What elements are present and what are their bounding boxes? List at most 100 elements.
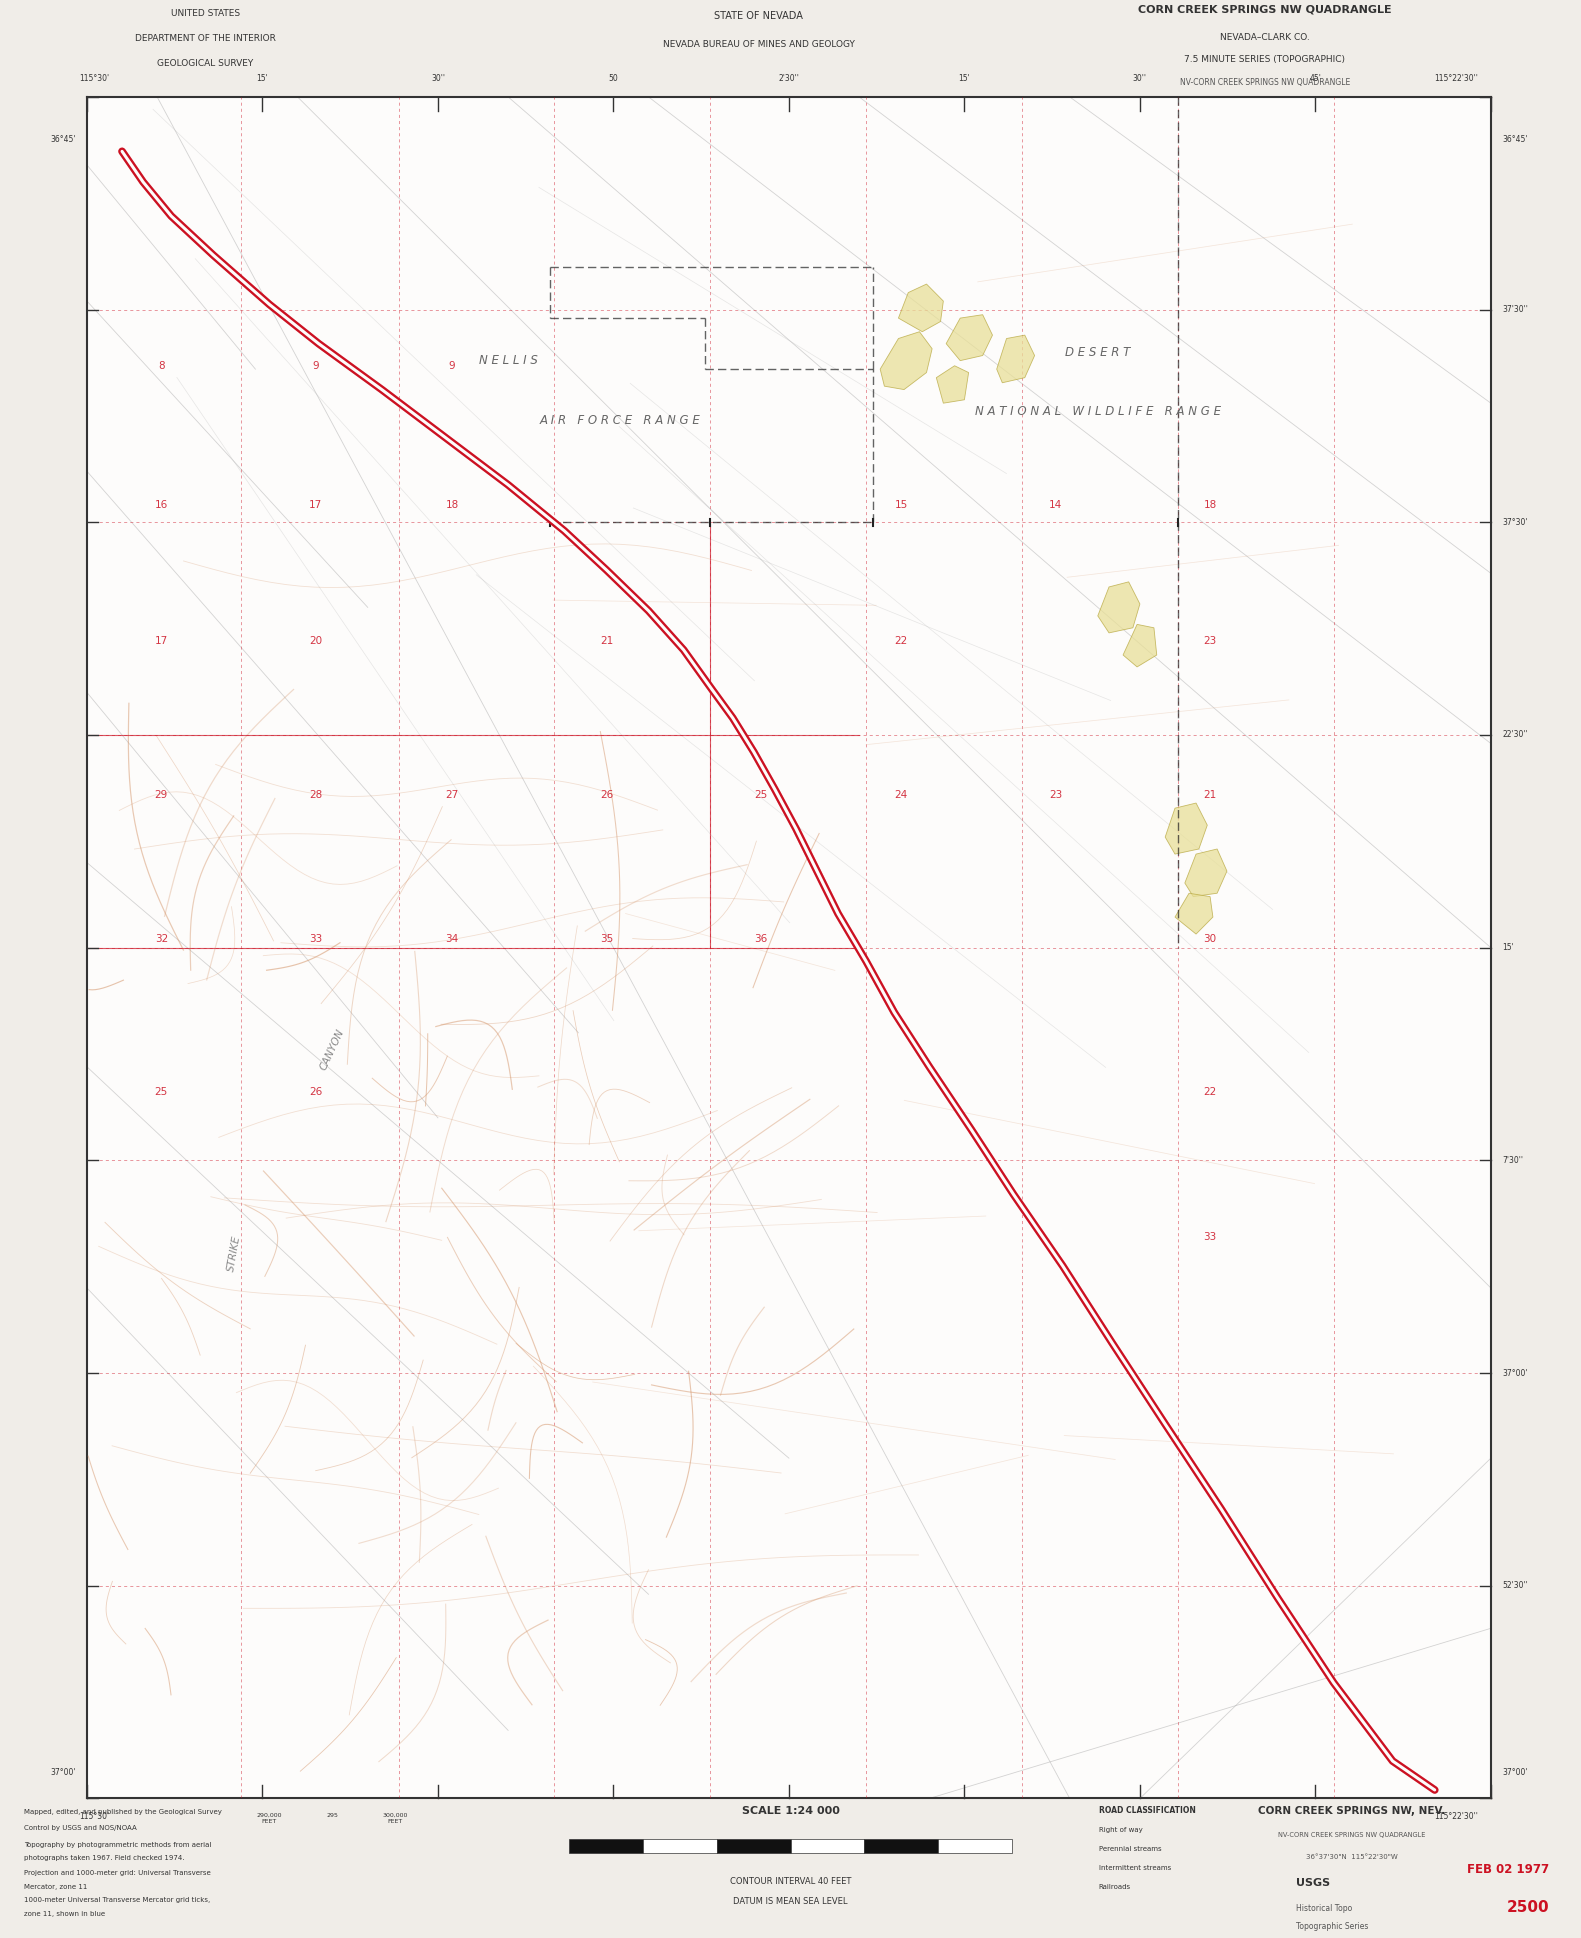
Text: 23: 23 [1203, 636, 1217, 647]
Text: 14: 14 [1050, 500, 1062, 510]
Polygon shape [881, 331, 933, 390]
Text: Topography by photogrammetric methods from aerial: Topography by photogrammetric methods fr… [24, 1841, 212, 1847]
Text: 37°00': 37°00' [1502, 1368, 1527, 1378]
Text: Railroads: Railroads [1099, 1884, 1130, 1890]
Text: 52'30'': 52'30'' [1502, 1581, 1527, 1591]
Text: 18: 18 [1203, 500, 1217, 510]
Text: 37°00': 37°00' [1502, 1769, 1527, 1777]
Text: Right of way: Right of way [1099, 1828, 1143, 1833]
Text: STATE OF NEVADA: STATE OF NEVADA [715, 12, 803, 21]
Text: 37'30'': 37'30'' [1502, 304, 1527, 314]
Text: 21: 21 [599, 636, 613, 647]
Text: 32: 32 [155, 934, 168, 944]
Text: 29: 29 [155, 789, 168, 800]
Text: 34: 34 [446, 934, 458, 944]
Text: 36°45': 36°45' [1502, 136, 1527, 143]
Polygon shape [1097, 581, 1140, 634]
Text: Mapped, edited, and published by the Geological Survey: Mapped, edited, and published by the Geo… [24, 1810, 221, 1816]
Text: 8: 8 [158, 360, 164, 370]
Text: 30'': 30'' [1134, 74, 1146, 83]
Text: NV-CORN CREEK SPRINGS NW QUADRANGLE: NV-CORN CREEK SPRINGS NW QUADRANGLE [1277, 1831, 1426, 1837]
Text: 115°30': 115°30' [79, 74, 109, 83]
Text: NEVADA–CLARK CO.: NEVADA–CLARK CO. [1221, 33, 1309, 43]
Text: 7.5 MINUTE SERIES (TOPOGRAPHIC): 7.5 MINUTE SERIES (TOPOGRAPHIC) [1184, 56, 1345, 64]
Text: 22: 22 [895, 636, 907, 647]
Polygon shape [1184, 849, 1227, 897]
Text: 26: 26 [310, 1087, 323, 1097]
Text: 25: 25 [155, 1087, 168, 1097]
Text: N E L L I S: N E L L I S [479, 355, 538, 366]
Text: 27: 27 [446, 789, 458, 800]
Text: 18: 18 [446, 500, 458, 510]
Text: 22: 22 [1203, 1087, 1217, 1097]
Text: 37°30': 37°30' [1502, 517, 1527, 527]
Text: CANYON: CANYON [319, 1027, 346, 1072]
Text: 22'30'': 22'30'' [1502, 731, 1527, 740]
Text: D E S E R T: D E S E R T [1066, 345, 1130, 359]
Text: N A T I O N A L   W I L D L I F E   R A N G E: N A T I O N A L W I L D L I F E R A N G … [975, 405, 1221, 419]
Bar [938, 1839, 1012, 1853]
Text: SCALE 1:24 000: SCALE 1:24 000 [741, 1806, 840, 1816]
Text: 28: 28 [310, 789, 323, 800]
Text: 33: 33 [1203, 1233, 1217, 1242]
Text: 15': 15' [256, 74, 269, 83]
Text: 9: 9 [313, 360, 319, 370]
Text: 300,000
FEET: 300,000 FEET [383, 1814, 408, 1824]
Text: 17: 17 [310, 500, 323, 510]
Text: Intermittent streams: Intermittent streams [1099, 1864, 1172, 1870]
Text: 33: 33 [310, 934, 323, 944]
Text: 115°30': 115°30' [79, 1812, 109, 1822]
Text: CORN CREEK SPRINGS NW QUADRANGLE: CORN CREEK SPRINGS NW QUADRANGLE [1138, 4, 1391, 14]
Text: zone 11, shown in blue: zone 11, shown in blue [24, 1911, 104, 1917]
Text: 2500: 2500 [1507, 1899, 1549, 1915]
Bar [865, 1839, 938, 1853]
Polygon shape [1165, 802, 1208, 855]
Text: 295: 295 [326, 1814, 338, 1818]
Text: 30: 30 [1203, 934, 1217, 944]
Bar [716, 1839, 790, 1853]
Text: A I R   F O R C E   R A N G E: A I R F O R C E R A N G E [541, 413, 700, 426]
Text: Control by USGS and NOS/NOAA: Control by USGS and NOS/NOAA [24, 1826, 136, 1831]
Text: 17: 17 [155, 636, 168, 647]
Text: Projection and 1000-meter grid: Universal Transverse: Projection and 1000-meter grid: Universa… [24, 1870, 210, 1876]
Text: NEVADA BUREAU OF MINES AND GEOLOGY: NEVADA BUREAU OF MINES AND GEOLOGY [662, 41, 855, 48]
Text: photographs taken 1967. Field checked 1974.: photographs taken 1967. Field checked 19… [24, 1855, 185, 1860]
Text: DEPARTMENT OF THE INTERIOR: DEPARTMENT OF THE INTERIOR [134, 33, 277, 43]
Text: 25: 25 [754, 789, 767, 800]
Text: 15': 15' [1502, 944, 1515, 952]
Text: 35: 35 [599, 934, 613, 944]
Text: Perennial streams: Perennial streams [1099, 1845, 1162, 1851]
Text: 9: 9 [449, 360, 455, 370]
Text: 36: 36 [754, 934, 767, 944]
Text: STRIKE: STRIKE [226, 1235, 242, 1273]
Text: 37°00': 37°00' [51, 1769, 76, 1777]
Text: ROAD CLASSIFICATION: ROAD CLASSIFICATION [1099, 1806, 1195, 1816]
Text: 115°22'30'': 115°22'30'' [1434, 74, 1478, 83]
Text: Topographic Series: Topographic Series [1296, 1922, 1369, 1930]
Polygon shape [1175, 893, 1213, 934]
Bar [569, 1839, 643, 1853]
Text: CONTOUR INTERVAL 40 FEET: CONTOUR INTERVAL 40 FEET [730, 1876, 851, 1886]
Text: 30'': 30'' [432, 74, 444, 83]
Text: 15: 15 [895, 500, 907, 510]
Text: NV-CORN CREEK SPRINGS NW QUADRANGLE: NV-CORN CREEK SPRINGS NW QUADRANGLE [1179, 78, 1350, 87]
Text: 23: 23 [1050, 789, 1062, 800]
Text: 26: 26 [599, 789, 613, 800]
Bar [790, 1839, 865, 1853]
Polygon shape [1123, 624, 1157, 667]
Polygon shape [936, 366, 969, 403]
Text: 20: 20 [310, 636, 323, 647]
Text: 50: 50 [609, 74, 618, 83]
Text: 115°22'30'': 115°22'30'' [1434, 1812, 1478, 1822]
Text: 7'30'': 7'30'' [1502, 1155, 1523, 1165]
Text: CORN CREEK SPRINGS NW, NEV.: CORN CREEK SPRINGS NW, NEV. [1258, 1806, 1445, 1816]
Text: Mercator, zone 11: Mercator, zone 11 [24, 1884, 87, 1890]
Bar [643, 1839, 716, 1853]
Polygon shape [945, 314, 993, 360]
Text: Historical Topo: Historical Topo [1296, 1903, 1353, 1913]
Text: 21: 21 [1203, 789, 1217, 800]
Text: 290,000
FEET: 290,000 FEET [256, 1814, 281, 1824]
Polygon shape [996, 335, 1034, 384]
Text: 16: 16 [155, 500, 168, 510]
Text: GEOLOGICAL SURVEY: GEOLOGICAL SURVEY [158, 58, 253, 68]
